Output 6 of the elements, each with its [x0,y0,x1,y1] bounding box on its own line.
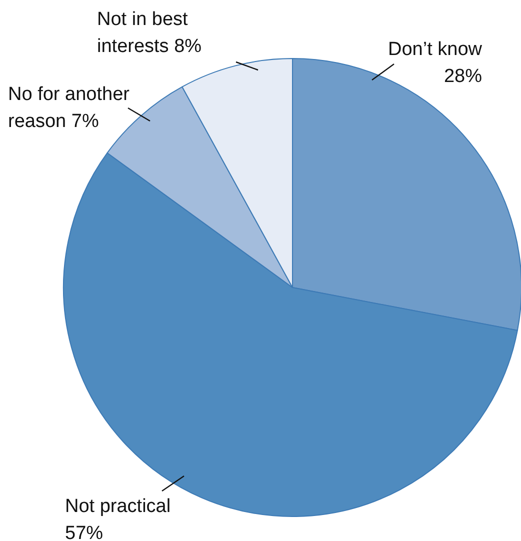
slice-label: Don’t know [388,39,482,60]
data-label: 57% [65,523,104,541]
slice-label: No for another reason 7% [8,84,130,132]
slice-label: Not in best interests 8% [97,9,202,58]
slice-label: Not practical [65,496,171,518]
data-label: 28% [444,66,482,88]
